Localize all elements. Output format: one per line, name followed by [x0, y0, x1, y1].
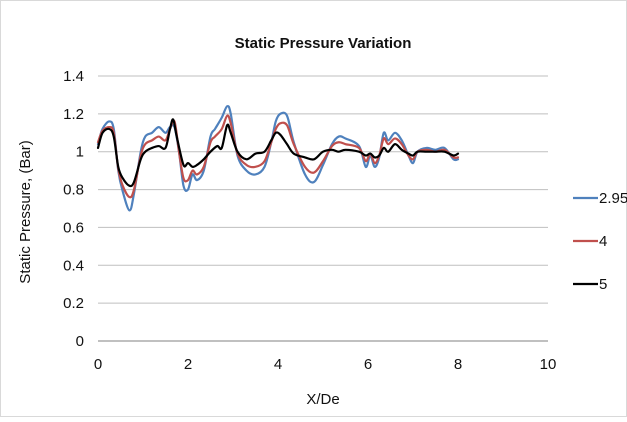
y-tick-label: 1	[76, 144, 84, 161]
x-tick-label: 2	[184, 356, 192, 373]
legend-label: 2.95	[599, 190, 627, 207]
y-tick-label: 0	[76, 333, 84, 350]
legend-label: 5	[599, 276, 607, 293]
y-tick-label: 0.2	[63, 295, 84, 312]
x-tick-label: 10	[540, 356, 557, 373]
chart-title: Static Pressure Variation	[235, 35, 412, 52]
x-tick-label: 0	[94, 356, 102, 373]
y-tick-label: 0.4	[63, 257, 84, 274]
x-tick-label: 6	[364, 356, 372, 373]
x-axis-title: X/De	[306, 391, 339, 408]
y-tick-label: 0.6	[63, 219, 84, 236]
x-tick-label: 4	[274, 356, 282, 373]
y-axis-title: Static Pressure, (Bar)	[17, 140, 34, 283]
y-tick-label: 0.8	[63, 182, 84, 199]
y-tick-label: 1.2	[63, 106, 84, 123]
x-tick-label: 8	[454, 356, 462, 373]
y-tick-label: 1.4	[63, 68, 84, 85]
legend-label: 4	[599, 233, 607, 250]
